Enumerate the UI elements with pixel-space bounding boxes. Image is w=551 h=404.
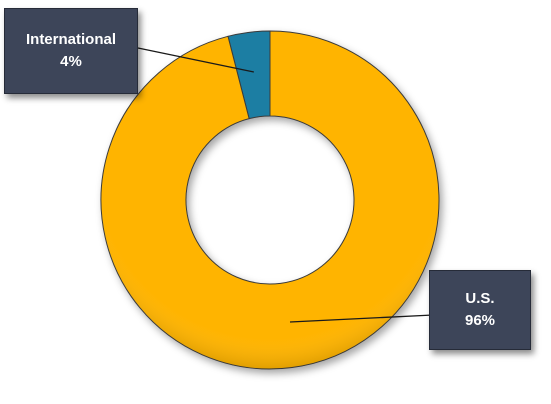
data-label-international-value: 4% xyxy=(60,53,82,70)
data-label-us-value: 96% xyxy=(464,312,496,329)
data-label-us: U.S. 96% xyxy=(429,270,531,350)
leader-line-us xyxy=(289,314,434,323)
slice-us xyxy=(100,30,440,370)
data-label-us-name: U.S. xyxy=(465,290,495,307)
data-label-international: International 4% xyxy=(4,8,138,94)
leader-line-international xyxy=(137,47,254,73)
data-label-international-name: International xyxy=(25,31,116,48)
